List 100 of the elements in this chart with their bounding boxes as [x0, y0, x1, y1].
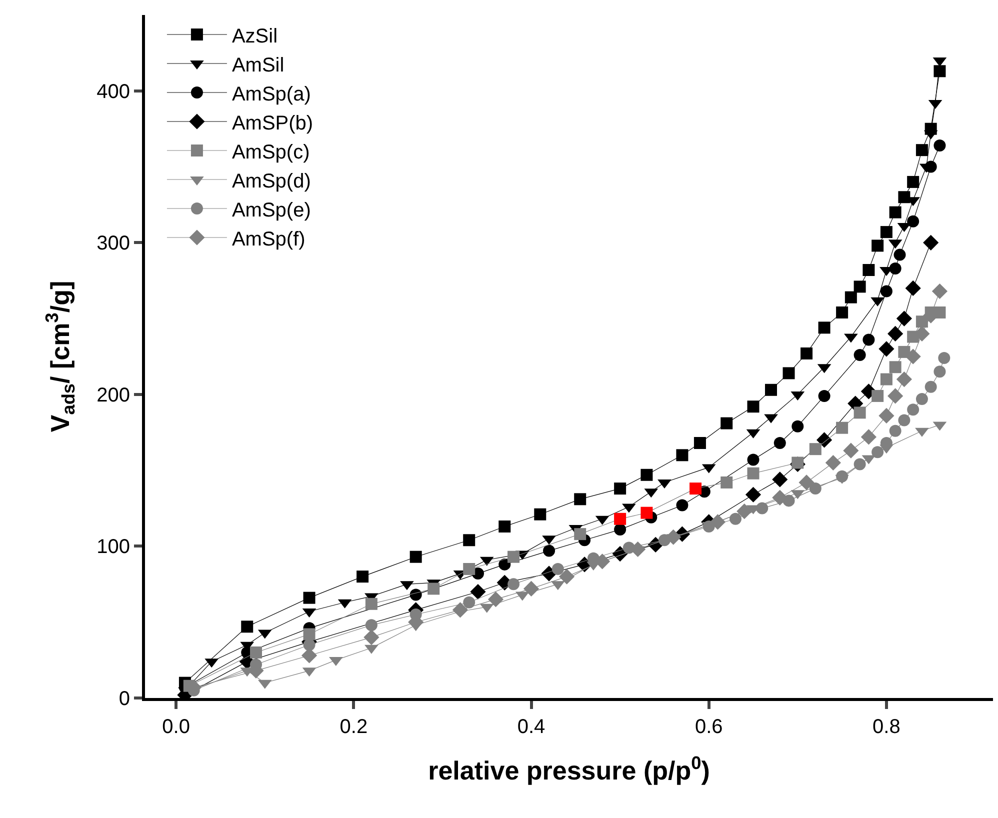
- point: [862, 264, 875, 276]
- point: [872, 446, 884, 458]
- legend-label: AmSp(e): [232, 199, 311, 222]
- point: [614, 482, 626, 495]
- point: [854, 348, 866, 361]
- point: [640, 506, 653, 519]
- point: [765, 384, 778, 396]
- point: [772, 490, 788, 506]
- point: [888, 326, 904, 342]
- point: [410, 550, 422, 563]
- point: [694, 437, 706, 450]
- legend-label: AmSil: [232, 54, 284, 76]
- point: [905, 280, 921, 296]
- point: [303, 628, 316, 640]
- point: [676, 449, 688, 462]
- point: [878, 341, 894, 357]
- point: [843, 442, 859, 458]
- point: [924, 380, 937, 393]
- point: [676, 499, 688, 512]
- point: [463, 534, 476, 546]
- point: [534, 508, 546, 520]
- point: [809, 482, 822, 495]
- point: [916, 144, 928, 156]
- point: [894, 248, 906, 261]
- point: [747, 400, 760, 413]
- point: [898, 191, 910, 204]
- point: [907, 404, 920, 416]
- point: [844, 291, 857, 304]
- point: [463, 596, 476, 608]
- point: [934, 140, 946, 152]
- point: [690, 482, 702, 495]
- point: [452, 602, 468, 618]
- point: [854, 406, 866, 419]
- point: [798, 474, 814, 490]
- point: [889, 424, 902, 437]
- y-tick-label: 200: [96, 384, 130, 406]
- point: [729, 512, 742, 525]
- point: [898, 414, 910, 426]
- point: [818, 390, 830, 402]
- point: [825, 454, 841, 471]
- point: [523, 580, 540, 597]
- point: [878, 408, 894, 424]
- point: [836, 470, 848, 482]
- point: [365, 598, 378, 610]
- point: [488, 592, 504, 608]
- point: [303, 638, 316, 651]
- point: [872, 390, 884, 402]
- point: [862, 334, 875, 346]
- point: [896, 310, 912, 326]
- legend-label: AmSp(d): [232, 170, 311, 192]
- y-tick-label: 400: [96, 80, 130, 103]
- x-tick-label: 0.6: [694, 716, 723, 738]
- point: [792, 420, 804, 432]
- point: [574, 493, 586, 506]
- point: [889, 262, 902, 274]
- point: [934, 366, 946, 378]
- legend-label: AmSp(f): [232, 228, 306, 250]
- point: [916, 393, 928, 405]
- point: [836, 306, 848, 318]
- point: [470, 584, 486, 600]
- point: [889, 361, 902, 374]
- y-tick-label: 0: [118, 688, 130, 710]
- x-tick-label: 0.0: [162, 716, 190, 738]
- point: [558, 568, 575, 584]
- point: [880, 373, 892, 386]
- point: [905, 348, 921, 364]
- legend-label: AzSil: [232, 25, 278, 48]
- point: [818, 322, 830, 334]
- x-tick-label: 0.2: [340, 716, 368, 738]
- point: [747, 467, 760, 480]
- point: [356, 570, 369, 583]
- point: [774, 437, 786, 450]
- point: [854, 280, 866, 293]
- point: [574, 528, 586, 540]
- point: [896, 371, 912, 388]
- x-axis-title: relative pressure (p/p$^{0}$): [428, 752, 710, 786]
- point: [736, 504, 752, 520]
- point: [614, 524, 626, 536]
- y-tick-label: 100: [96, 536, 130, 558]
- point: [303, 592, 316, 604]
- point: [816, 432, 832, 448]
- point: [860, 429, 876, 445]
- point: [932, 283, 948, 300]
- point: [241, 620, 254, 633]
- point: [543, 544, 556, 557]
- point: [907, 176, 920, 188]
- point: [907, 215, 920, 228]
- point: [934, 65, 946, 78]
- point: [552, 562, 564, 575]
- point: [880, 226, 892, 238]
- point: [498, 520, 511, 532]
- point: [756, 502, 768, 514]
- point: [410, 588, 422, 601]
- point: [508, 578, 520, 590]
- point: [772, 472, 788, 488]
- point: [463, 562, 476, 575]
- point: [880, 285, 892, 298]
- point: [640, 468, 653, 481]
- point: [872, 240, 884, 252]
- legend-label: AmSp(a): [232, 83, 311, 106]
